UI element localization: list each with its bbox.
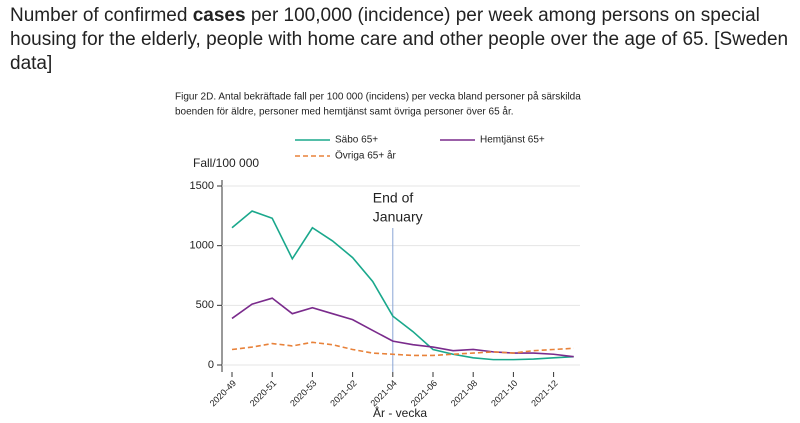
x-tick-label: 2021-08 (449, 378, 479, 408)
x-tick-label: 2020-49 (208, 378, 238, 408)
heading: Number of confirmed cases per 100,000 (i… (10, 4, 790, 76)
chart-title: Figur 2D. Antal bekräftade fall per 100 … (175, 91, 581, 103)
legend-label: Övriga 65+ år (335, 150, 397, 162)
x-tick-label: 2021-02 (328, 378, 358, 408)
heading-bold: cases (192, 5, 246, 26)
x-tick-label: 2021-10 (489, 378, 519, 408)
legend-label: Säbo 65+ (335, 135, 378, 146)
heading-text: Number of confirmed (10, 5, 188, 26)
y-tick-label: 0 (208, 359, 214, 371)
y-axis-label: Fall/100 000 (193, 156, 259, 170)
heading-text: per 100,000 (incidence) per week among p… (10, 5, 789, 74)
x-tick-label: 2020-53 (288, 378, 318, 408)
y-tick-label: 1500 (190, 180, 214, 192)
series-line (231, 297, 574, 358)
annotation: End of (373, 190, 414, 206)
y-tick-label: 500 (196, 299, 214, 311)
chart-title: boenden för äldre, personer med hemtjäns… (175, 106, 514, 118)
series-line (231, 341, 574, 357)
y-tick-label: 1000 (190, 240, 214, 252)
series-line (231, 210, 574, 361)
x-tick-label: 2021-04 (368, 378, 398, 408)
x-axis-label: År - vecka (373, 405, 427, 420)
annotation: January (373, 209, 423, 225)
x-tick-label: 2021-12 (529, 378, 559, 408)
legend-label: Hemtjänst 65+ (480, 135, 545, 146)
x-tick-label: 2021-06 (409, 378, 439, 408)
x-tick-label: 2020-51 (248, 378, 278, 408)
